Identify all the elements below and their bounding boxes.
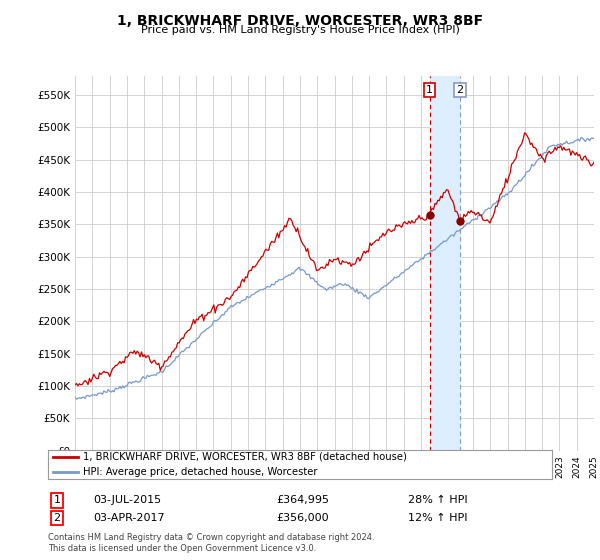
- Text: 28% ↑ HPI: 28% ↑ HPI: [408, 495, 467, 505]
- Text: 1: 1: [53, 495, 61, 505]
- Text: 2: 2: [53, 513, 61, 523]
- Text: 03-APR-2017: 03-APR-2017: [93, 513, 164, 523]
- Text: 2: 2: [457, 85, 463, 95]
- Text: 03-JUL-2015: 03-JUL-2015: [93, 495, 161, 505]
- Bar: [430, 76, 460, 451]
- Text: £356,000: £356,000: [276, 513, 329, 523]
- Text: 1: 1: [426, 85, 433, 95]
- Text: £364,995: £364,995: [276, 495, 329, 505]
- Text: 12% ↑ HPI: 12% ↑ HPI: [408, 513, 467, 523]
- Text: 1, BRICKWHARF DRIVE, WORCESTER, WR3 8BF (detached house): 1, BRICKWHARF DRIVE, WORCESTER, WR3 8BF …: [83, 452, 407, 462]
- Text: 1, BRICKWHARF DRIVE, WORCESTER, WR3 8BF: 1, BRICKWHARF DRIVE, WORCESTER, WR3 8BF: [117, 14, 483, 28]
- Text: Price paid vs. HM Land Registry's House Price Index (HPI): Price paid vs. HM Land Registry's House …: [140, 25, 460, 35]
- Text: Contains HM Land Registry data © Crown copyright and database right 2024.
This d: Contains HM Land Registry data © Crown c…: [48, 533, 374, 553]
- Text: HPI: Average price, detached house, Worcester: HPI: Average price, detached house, Worc…: [83, 466, 318, 477]
